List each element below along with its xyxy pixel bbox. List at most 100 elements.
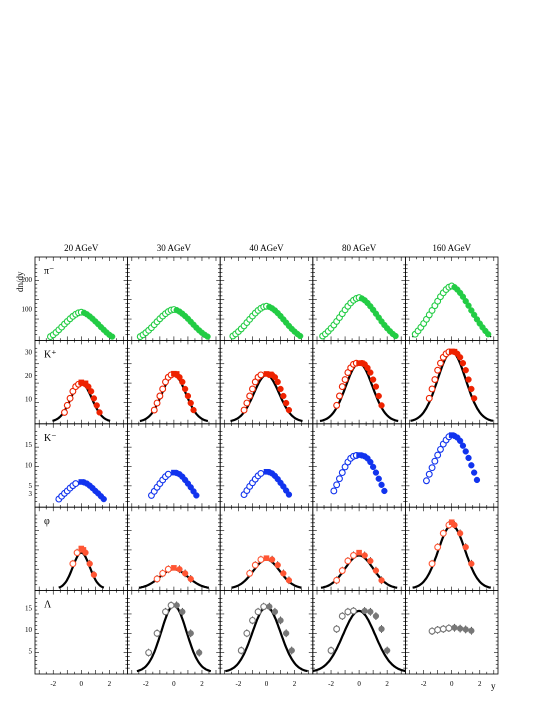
particle-label: K⁺ [44,349,57,360]
column-header: 80 AGeV [342,243,377,253]
data-point-filled [462,543,469,551]
y-tick-label: 3 [29,490,33,498]
data-point-open [243,629,251,637]
data-point-open [431,457,439,465]
data-point-square [448,519,455,526]
data-point-filled [456,625,464,632]
panel-frame [312,423,406,508]
data-point-filled [280,570,287,577]
x-tick-label: -2 [236,680,242,688]
data-point-open [257,371,265,379]
data-point-filled [470,469,478,476]
data-point-open [350,607,357,615]
data-point-open [425,470,433,478]
panel-frame [127,339,221,425]
panel-frame [312,506,406,592]
panel-3-3 [312,506,406,592]
data-point-filled [372,612,380,620]
data-point-filled [297,332,304,340]
data-point-open [164,470,172,478]
data-point-filled [465,302,472,309]
panel-3-1 [127,506,221,592]
panel-4-2 [219,590,314,675]
data-point-filled [451,624,458,631]
data-point-square [263,468,270,475]
panel-2-1 [127,423,221,508]
particle-label: φ [44,516,50,527]
data-point-open [338,383,346,391]
panel-2-3 [312,423,406,508]
data-point-open [344,608,352,616]
x-axis-label: y [491,681,496,691]
data-point-filled [179,608,186,615]
fit-curve [138,568,210,589]
particle-label: K⁻ [44,433,57,444]
data-point-open [434,543,442,551]
data-point-open [156,392,164,400]
data-point-filled [100,495,107,503]
data-point-filled [90,571,98,578]
data-point-square [359,360,365,366]
x-tick-label: 0 [357,680,361,688]
data-point-filled [361,552,368,559]
particle-label: π⁻ [44,266,54,277]
data-point-filled [369,376,377,383]
data-point-filled [367,608,374,615]
data-point-open [251,561,259,569]
data-point-filled [280,392,287,400]
data-point-filled [468,385,475,393]
data-point-open [257,469,265,477]
data-point-open [341,376,349,384]
panel-1-3 [312,339,406,425]
data-point-open [145,649,153,657]
panel-0-1 [127,256,221,341]
x-tick-label: 2 [108,680,112,688]
data-point-open [237,647,245,654]
data-point-filled [173,602,180,609]
energy-column-headers: 20 AGeV 30 AGeV 40 AGeV 80 AGeV 160 AGeV [64,243,471,253]
data-point-filled [181,385,189,393]
panel-0-2 [219,256,314,341]
data-point-open [333,625,341,633]
data-point-filled [176,566,183,573]
fit-curve [136,604,212,673]
data-point-open [249,616,256,624]
fit-curve [319,362,399,423]
column-header: 40 AGeV [249,243,284,253]
data-point-open [66,394,74,402]
data-point-open [63,401,71,409]
panel-2-4 [404,423,499,508]
x-tick-label: -2 [421,680,427,688]
data-point-filled [468,560,475,567]
data-point-filled [456,530,464,537]
data-point-square [173,371,180,377]
data-point-filled [468,462,475,469]
data-point-filled [277,385,284,393]
panel-frame [219,506,314,592]
data-point-square [171,469,177,476]
data-point-filled [369,463,377,471]
data-point-square [356,360,362,366]
data-point-filled [196,649,203,656]
data-point-open [445,624,453,632]
data-point-filled [459,360,467,367]
data-point-open [333,481,341,489]
x-tick-label: 0 [172,680,176,688]
data-point-filled [87,388,95,395]
data-point-filled [90,395,98,402]
data-point-open [150,406,158,414]
data-point-filled [93,402,100,409]
data-point-filled [456,354,464,361]
data-point-square [171,565,177,571]
particle-label: Λ [44,600,52,611]
fit-curve [320,554,398,589]
data-point-filled [204,333,211,340]
fit-curve [139,373,209,423]
data-point-filled [459,442,467,449]
panel-frame [219,590,314,675]
data-point-filled [367,557,374,565]
data-point-filled [465,454,472,462]
y-tick-label: 15 [25,605,33,613]
data-point-square [448,432,455,438]
data-point-open [338,567,346,575]
